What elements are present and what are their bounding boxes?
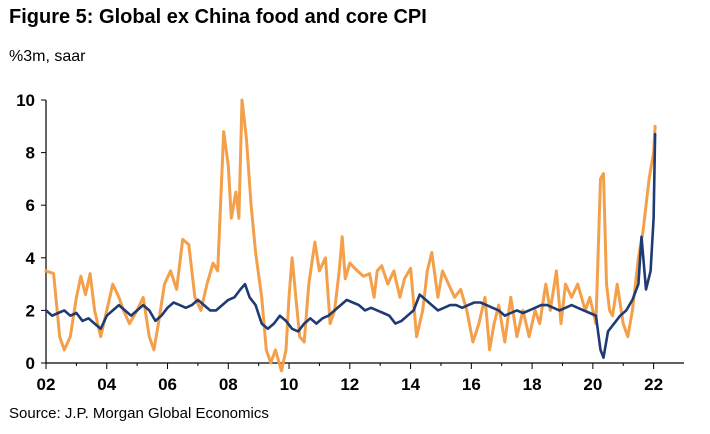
x-tick-label: 12 (340, 375, 359, 394)
chart-subtitle: %3m, saar (9, 48, 86, 65)
y-tick-label: 10 (16, 91, 35, 110)
y-tick-label: 6 (26, 196, 35, 215)
y-tick-label: 8 (26, 144, 35, 163)
x-tick-label: 02 (37, 375, 56, 394)
x-tick-label: 20 (583, 375, 602, 394)
x-tick-label: 08 (219, 375, 238, 394)
y-tick-label: 4 (26, 249, 36, 268)
source-note: Source: J.P. Morgan Global Economics (9, 405, 269, 422)
y-tick-label: 0 (26, 354, 35, 373)
series-line-food (44, 98, 657, 373)
x-tick-label: 04 (97, 375, 116, 394)
series-line-core (44, 132, 657, 359)
x-tick-label: 22 (644, 375, 663, 394)
chart-title: Figure 5: Global ex China food and core … (9, 6, 427, 28)
series-layer (44, 98, 657, 373)
x-tick-label: 18 (523, 375, 542, 394)
x-tick-label: 06 (158, 375, 177, 394)
y-tick-label: 2 (26, 301, 35, 320)
x-tick-label: 16 (462, 375, 481, 394)
x-tick-label: 14 (401, 375, 420, 394)
x-tick-label: 10 (280, 375, 299, 394)
